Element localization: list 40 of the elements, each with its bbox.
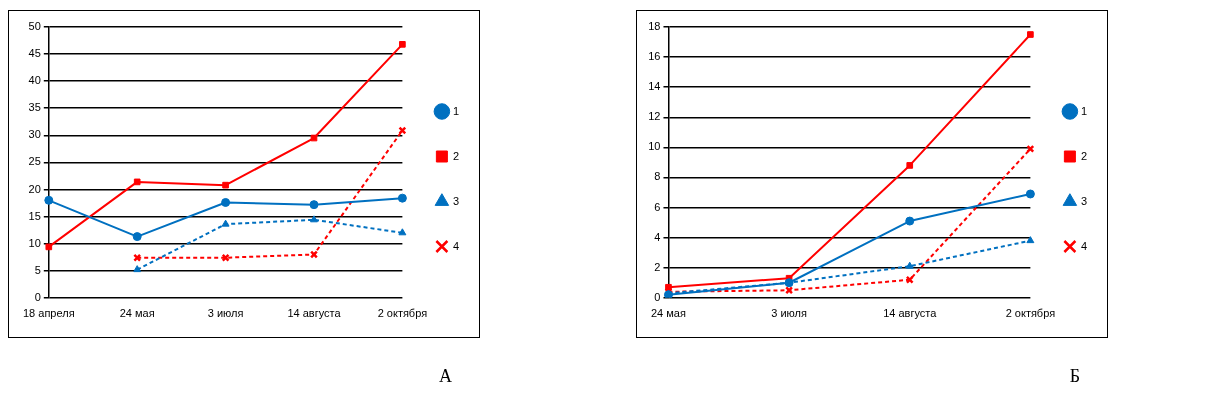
x-tick-label: 3 июля (771, 307, 807, 320)
legend-label: 2 (452, 149, 460, 162)
y-tick-label: 6 (654, 200, 661, 213)
y-tick-label: 8 (654, 170, 661, 183)
y-tick-label: 16 (648, 50, 661, 63)
x-tick-label: 2 октября (1005, 307, 1056, 320)
legend-label: 3 (1080, 194, 1088, 207)
x-tick-label: 2 октября (377, 307, 428, 320)
x-tick-label: 14 августа (287, 307, 342, 320)
x-tick-label: 24 мая (651, 307, 686, 320)
y-tick-label: 15 (28, 209, 41, 222)
y-tick-label: 0 (34, 290, 41, 303)
y-tick-label: 50 (28, 20, 41, 33)
y-tick-label: 10 (648, 140, 661, 153)
y-tick-label: 18 (648, 20, 661, 33)
legend-label: 1 (1080, 104, 1088, 117)
x-tick-label: 3 июля (207, 307, 244, 320)
y-tick-label: 25 (28, 155, 41, 168)
y-tick-label: 12 (648, 110, 661, 123)
legend-label: 4 (1080, 239, 1088, 252)
x-tick-label: 14 августа (883, 307, 938, 320)
text: А (438, 366, 453, 387)
text: Б (1068, 366, 1081, 387)
y-tick-label: 30 (28, 128, 41, 141)
y-tick-label: 0 (654, 290, 661, 303)
x-tick-label: 24 мая (119, 307, 155, 320)
y-tick-label: 2 (654, 260, 661, 273)
y-tick-label: 45 (28, 47, 41, 60)
y-tick-label: 5 (34, 263, 41, 276)
y-tick-label: 14 (648, 80, 661, 93)
y-tick-label: 20 (28, 182, 41, 195)
y-tick-label: 40 (28, 74, 41, 87)
y-tick-label: 10 (28, 236, 41, 249)
y-tick-label: 35 (28, 101, 41, 114)
y-tick-label: 4 (654, 230, 661, 243)
legend-label: 1 (452, 104, 460, 117)
legend-label: 2 (1080, 149, 1088, 162)
legend-label: 4 (452, 239, 460, 252)
legend-label: 3 (452, 194, 460, 207)
x-tick-label: 18 апреля (22, 307, 75, 320)
